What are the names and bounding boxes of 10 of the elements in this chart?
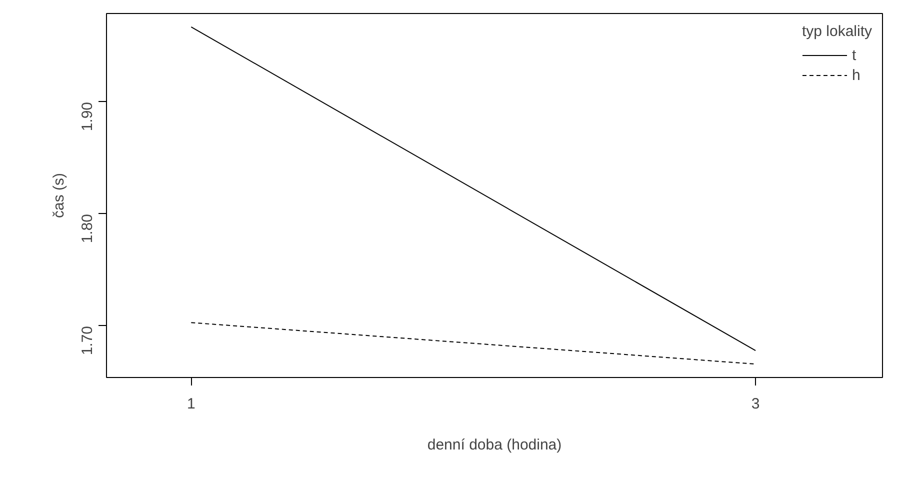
x-tick-label: 1 [186,396,196,412]
y-axis-title: čas (s) [50,172,68,218]
legend-title: typ lokality [802,23,872,40]
y-tick-label: 1.70 [79,326,96,356]
x-tick-label: 3 [751,396,760,412]
legend-label: t [852,46,858,64]
y-tick-label: 1.80 [79,214,96,244]
legend-label: h [852,66,862,84]
x-axis-title: denní doba (hodina) [427,436,562,454]
y-tick-label: 1.90 [79,102,96,132]
